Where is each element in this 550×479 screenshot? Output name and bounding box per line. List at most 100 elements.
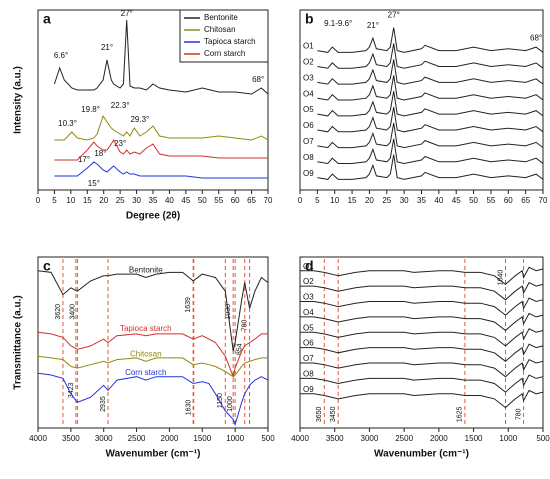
series-line (53, 19, 269, 95)
x-tick-label: 3000 (361, 434, 379, 443)
x-tick-label: 2500 (395, 434, 413, 443)
x-axis-label: Degree (2θ) (126, 211, 180, 222)
x-tick-label: 5 (315, 196, 320, 205)
x-tick-label: 20 (99, 196, 108, 205)
panel-label: a (43, 11, 51, 27)
x-tick-label: 2500 (128, 434, 146, 443)
annotation: 3400 (69, 304, 76, 320)
x-tick-label: 45 (181, 196, 190, 205)
x-tick-label: 35 (417, 196, 426, 205)
series-label: Chitosan (130, 349, 162, 358)
series-line (37, 372, 269, 427)
annotation: 780 (515, 408, 522, 420)
annotation: 1150 (217, 393, 224, 408)
x-tick-label: 70 (539, 196, 548, 205)
series-line (300, 281, 544, 301)
series-line (317, 138, 544, 165)
x-tick-label: 1500 (465, 434, 483, 443)
x-tick-label: 45 (452, 196, 461, 205)
series-line (37, 331, 268, 379)
annotation: 3423 (68, 382, 75, 398)
series-label: O5 (303, 105, 314, 114)
annotation: 29.3° (130, 115, 149, 124)
series-line (317, 91, 544, 117)
x-tick-label: 3500 (326, 434, 344, 443)
x-tick-label: 0 (36, 196, 41, 205)
x-tick-label: 10 (330, 196, 339, 205)
annotation: 18° (94, 149, 106, 158)
series-line (37, 270, 269, 352)
series-label: O4 (303, 89, 314, 98)
series-line (54, 161, 268, 179)
series-label: O9 (303, 385, 314, 394)
x-tick-label: 500 (261, 434, 275, 443)
plot-frame (299, 9, 544, 191)
annotation: 6.6° (54, 51, 68, 60)
annotation: 22.3° (111, 101, 130, 110)
annotation: 1625 (457, 406, 464, 422)
x-tick-label: 30 (132, 196, 141, 205)
annotation: 1040 (497, 270, 504, 286)
series-label: O5 (303, 323, 314, 332)
annotation: 854 (237, 343, 244, 355)
panel-label: d (305, 258, 314, 274)
series-line (300, 343, 544, 362)
series-line (300, 328, 544, 347)
series-line (300, 266, 544, 286)
x-tick-label: 40 (165, 196, 174, 205)
x-tick-label: 0 (298, 196, 303, 205)
x-tick-label: 25 (382, 196, 391, 205)
series-line (317, 43, 544, 69)
annotation: 9.1-9.6° (324, 19, 352, 28)
annotation: 3650 (316, 406, 323, 422)
x-tick-label: 500 (536, 434, 550, 443)
x-tick-label: 50 (469, 196, 478, 205)
x-tick-label: 70 (264, 196, 273, 205)
x-tick-label: 3000 (95, 434, 113, 443)
series-line (317, 122, 544, 149)
x-tick-label: 65 (247, 196, 256, 205)
annotation: 2935 (100, 396, 107, 412)
annotation: 15° (88, 179, 100, 188)
series-label: O9 (303, 169, 314, 178)
plot-frame (37, 256, 269, 429)
series-label: O8 (303, 153, 314, 162)
series-label: O6 (303, 339, 314, 348)
x-tick-label: 60 (504, 196, 513, 205)
x-tick-label: 65 (521, 196, 530, 205)
series-line (300, 374, 544, 393)
y-axis-label: Transmittance (a.u.) (13, 295, 24, 389)
series-line (37, 355, 268, 378)
x-axis-label: Wavenumber (cm⁻¹) (374, 449, 469, 460)
series-label: O1 (303, 42, 314, 51)
panel-label: c (43, 258, 51, 274)
series-line (317, 27, 544, 53)
annotation: 27° (121, 9, 133, 18)
x-tick-label: 1500 (193, 434, 211, 443)
annotation: 23° (114, 139, 126, 148)
series-line (300, 389, 544, 409)
series-line (54, 114, 269, 141)
annotation: 1030 (225, 304, 232, 320)
x-tick-label: 3500 (62, 434, 80, 443)
annotation: 1000 (227, 396, 234, 412)
annotation: 68° (530, 33, 542, 42)
x-tick-label: 15 (348, 196, 357, 205)
x-tick-label: 1000 (499, 434, 517, 443)
series-label: O2 (303, 58, 314, 67)
x-tick-label: 4000 (291, 434, 309, 443)
annotation: 21° (367, 21, 379, 30)
series-label: O7 (303, 137, 314, 146)
series-label: O3 (303, 73, 314, 82)
panel-label: b (305, 11, 314, 27)
series-line (300, 312, 544, 332)
series-line (317, 59, 544, 85)
series-label: O7 (303, 354, 314, 363)
x-tick-label: 5 (52, 196, 57, 205)
series-line (54, 138, 268, 161)
series-label: O1 (303, 262, 314, 271)
annotation: 27° (388, 10, 400, 19)
series-label: Corn starch (125, 368, 166, 377)
annotation: 21° (101, 43, 113, 52)
